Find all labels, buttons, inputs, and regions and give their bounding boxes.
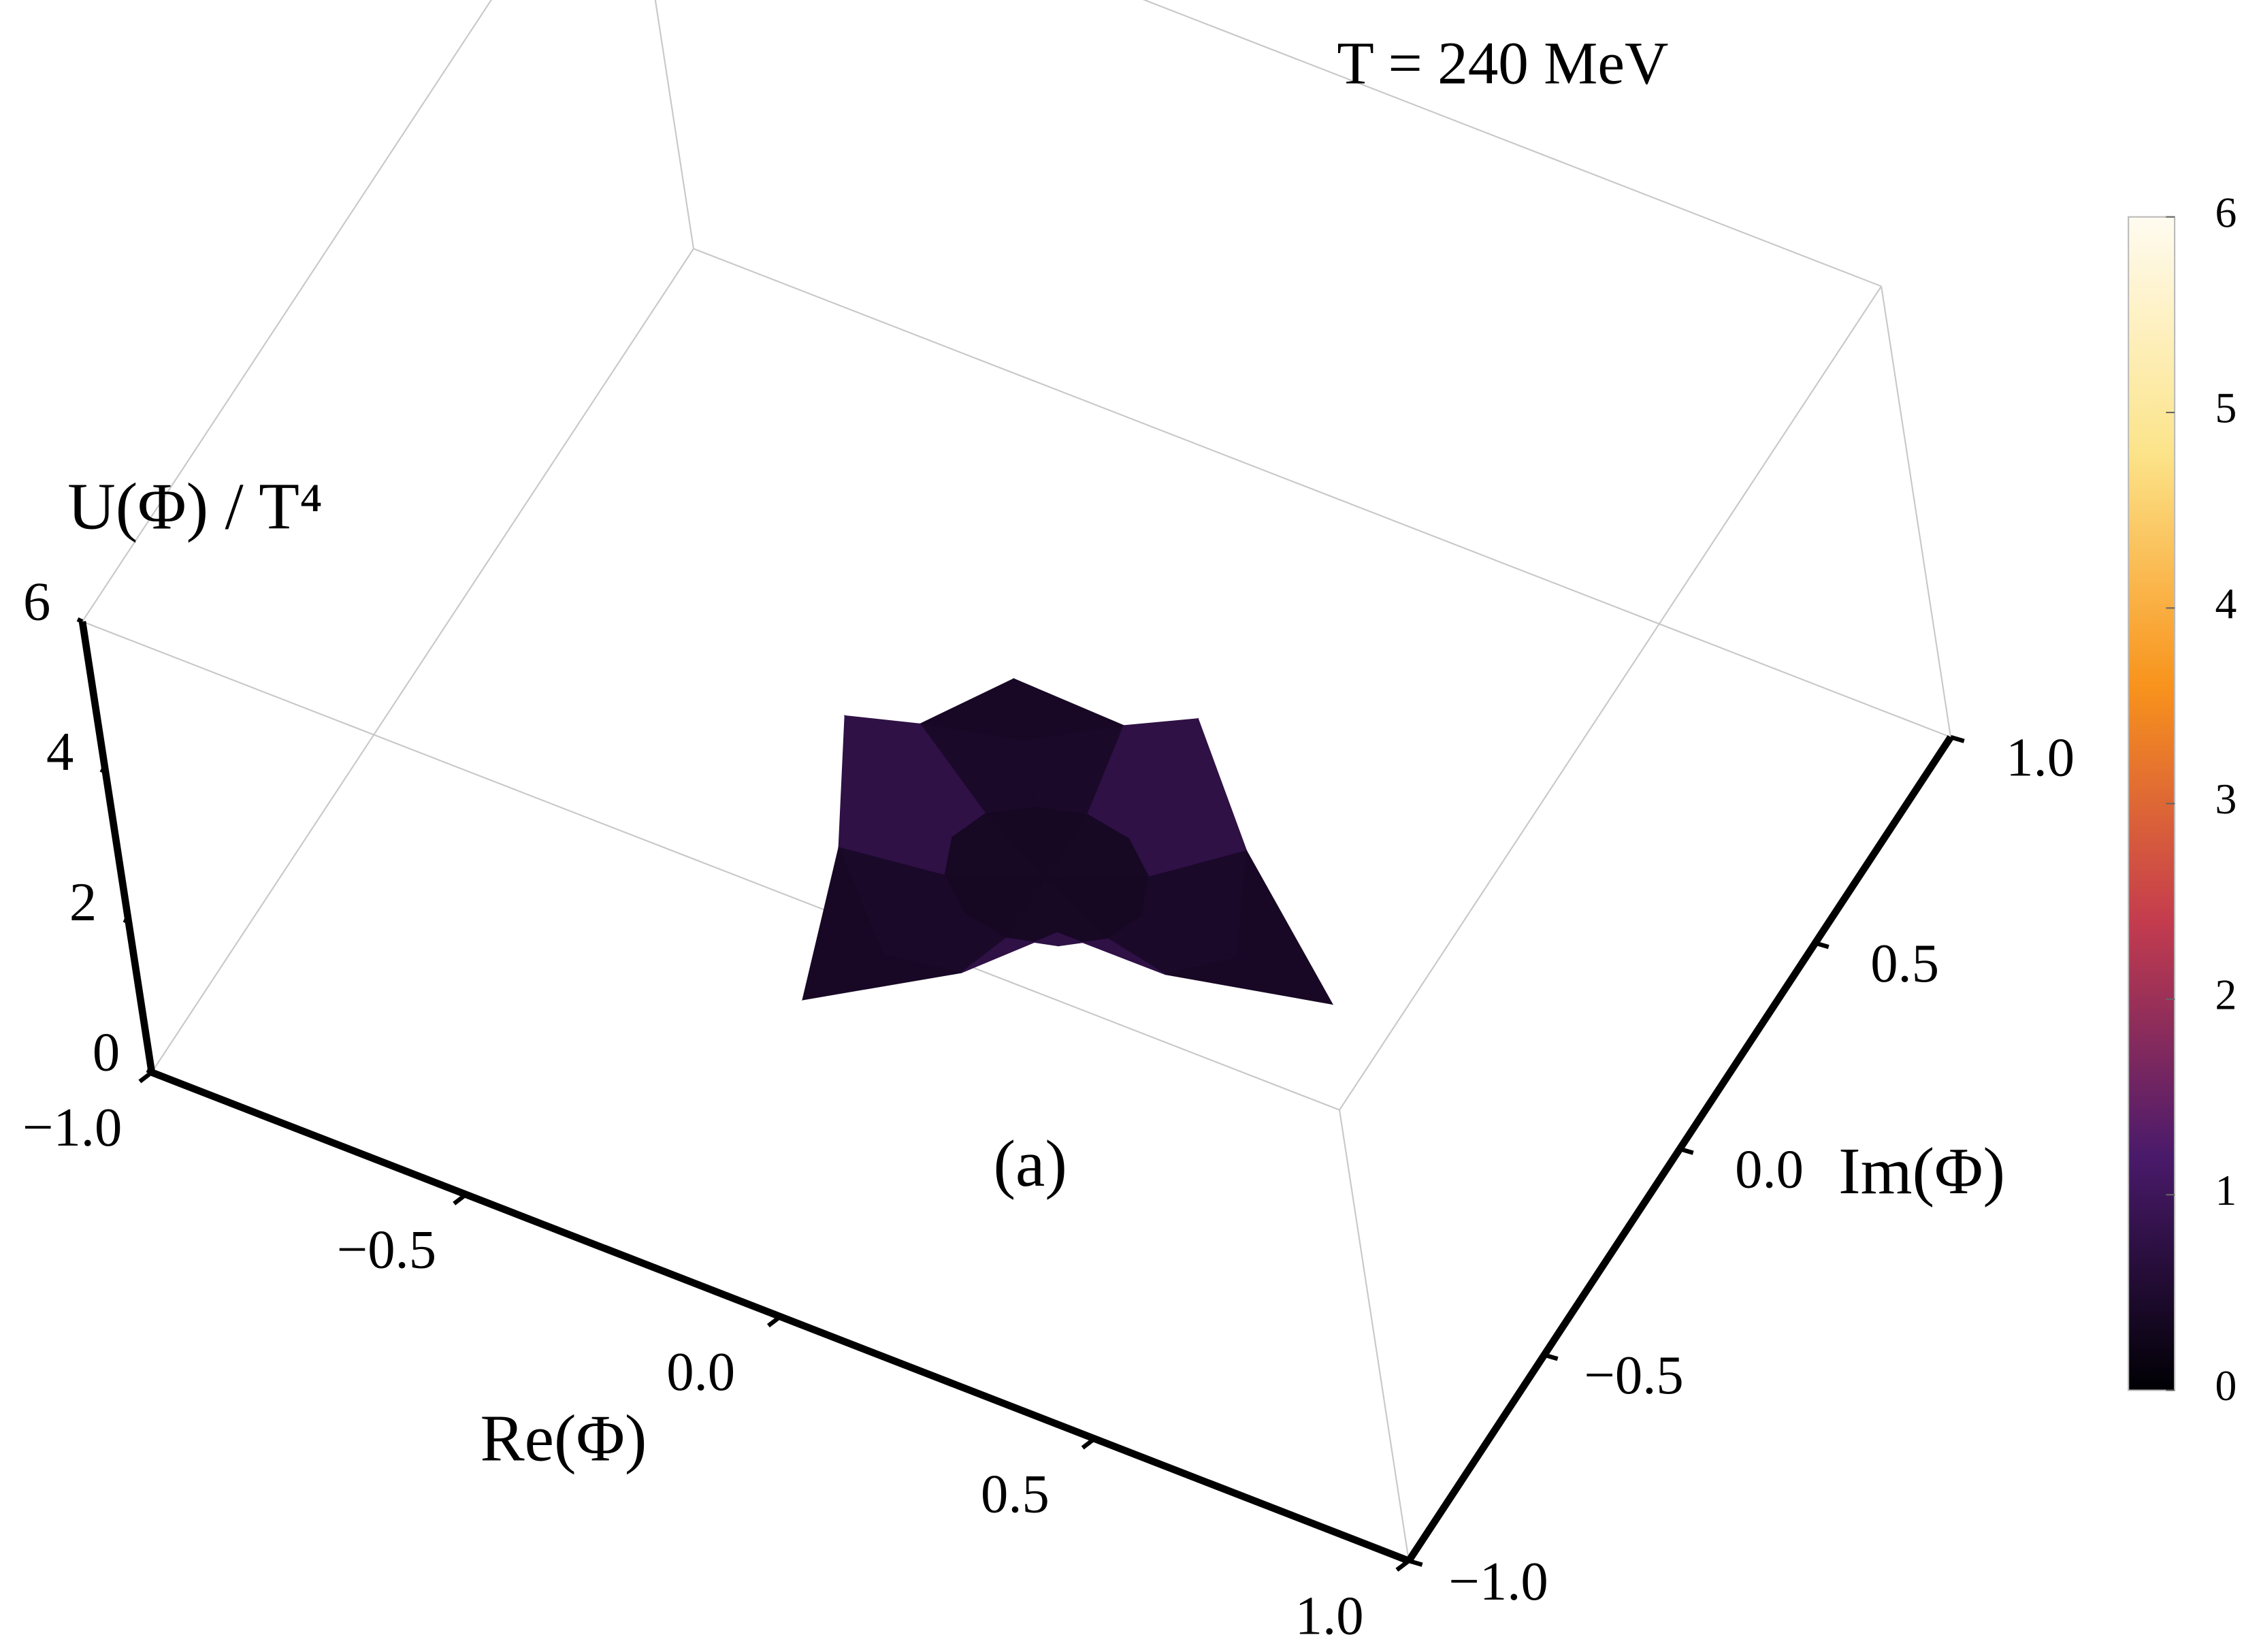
colorbar-tick-label: 4: [2215, 579, 2237, 628]
tick-mark: [453, 1193, 468, 1205]
surface: [802, 678, 1334, 1005]
box-edge: [82, 0, 493, 622]
tick-mark: [1081, 1437, 1096, 1450]
colorbar-tick-label: 5: [2215, 384, 2237, 432]
tick-label: 6: [23, 571, 50, 632]
tick-label: 0.0: [1735, 1139, 1804, 1200]
tick-label: 1.0: [1295, 1586, 1364, 1647]
axis-line: [78, 621, 156, 1073]
box-edge: [1338, 1110, 1410, 1561]
colorbar-tick-label: 6: [2215, 188, 2237, 236]
tick-label: −1.0: [22, 1097, 122, 1158]
tick-label: 0.0: [666, 1342, 735, 1402]
x-axis-label: Re(Φ): [481, 1402, 647, 1476]
tick-label: 0.5: [981, 1463, 1050, 1524]
box-edge: [654, 0, 695, 249]
tick-mark: [1679, 1146, 1694, 1155]
box-edge: [1339, 285, 1883, 1111]
box-edge: [82, 621, 1340, 1111]
colorbar-tick-label: 2: [2215, 971, 2237, 1019]
box-edge: [1881, 286, 1952, 738]
axes-box: [82, 0, 1952, 1561]
tick-mark: [1815, 941, 1830, 950]
tick-label: −0.5: [337, 1220, 436, 1280]
tick-mark: [1950, 734, 1965, 743]
tick-mark: [1544, 1353, 1559, 1361]
tick-mark: [76, 617, 84, 623]
box-edge: [1142, 0, 1882, 287]
colorbar-tick-label: 3: [2215, 775, 2237, 823]
tick-label: 4: [46, 722, 74, 782]
colorbar-ticks: 0 1 2 3 4 5 6: [2166, 188, 2237, 1410]
tick-mark: [99, 767, 107, 774]
tick-mark: [146, 1068, 153, 1075]
tick-label: −0.5: [1584, 1345, 1683, 1406]
tick-label: −1.0: [1448, 1551, 1548, 1612]
chart-title: T = 240 MeV: [1337, 31, 1668, 97]
surface-patch: [1165, 957, 1333, 1005]
tick-mark: [1408, 1558, 1423, 1567]
tick-mark: [123, 918, 130, 924]
annotation: (a): [994, 1127, 1067, 1201]
colorbar-tick-label: 0: [2215, 1361, 2237, 1410]
colorbar-tick-label: 1: [2215, 1166, 2237, 1214]
tick-mark: [766, 1314, 782, 1328]
tick-label: 2: [69, 872, 97, 933]
y-axis-label: Im(Φ): [1838, 1135, 2005, 1208]
surface-patch: [802, 954, 962, 1001]
tick-label: 1.0: [2006, 728, 2075, 788]
axes: −1.0 −0.5 0.0 0.5 1.0 −1.0 −0.5 0.0 0.5 1.0 0 2 4 6: [22, 571, 2075, 1646]
tick-label: 0: [93, 1022, 120, 1083]
box-edge: [151, 248, 694, 1073]
tick-label: 0.5: [1870, 933, 1939, 994]
tick-mark: [138, 1070, 153, 1084]
tick-mark: [1395, 1559, 1410, 1572]
z-axis-label: U(Φ) / T⁴: [67, 470, 323, 543]
box-edge: [693, 248, 1951, 738]
